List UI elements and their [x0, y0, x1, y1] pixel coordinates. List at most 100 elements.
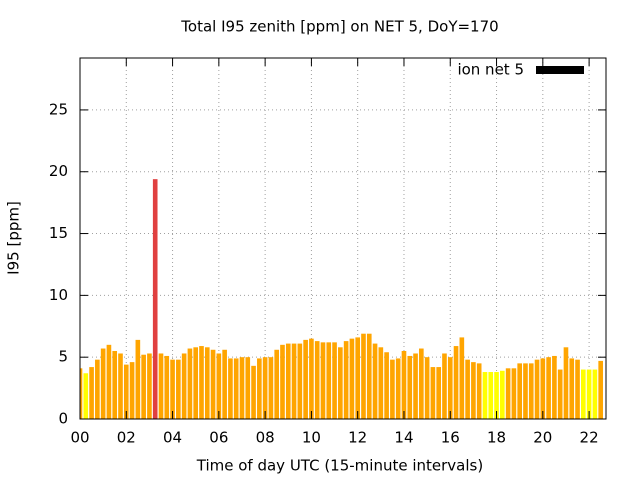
x-tick-label: 22 [580, 429, 599, 447]
bar [471, 362, 476, 419]
bar [251, 365, 256, 419]
bar [314, 341, 320, 419]
bar [407, 355, 413, 419]
bar [384, 352, 389, 419]
y-tick-label: 25 [49, 100, 68, 118]
bar [135, 339, 141, 419]
x-tick-label: 16 [441, 429, 460, 447]
bar [372, 343, 378, 419]
bar [147, 353, 152, 419]
legend-label: ion net 5 [457, 61, 524, 79]
bar [546, 357, 551, 419]
bar [447, 357, 453, 419]
bar [141, 354, 146, 419]
bar [349, 338, 355, 419]
bar [557, 369, 563, 419]
bar [505, 368, 511, 419]
y-tick-label: 20 [49, 162, 68, 180]
y-tick-label: 0 [58, 410, 68, 428]
bar [378, 347, 384, 419]
bar [424, 357, 430, 419]
bar [199, 346, 204, 419]
bar [500, 370, 505, 419]
bar [482, 372, 488, 419]
bar [187, 348, 193, 419]
bar [181, 353, 187, 419]
bar [476, 363, 482, 419]
bar [436, 367, 442, 419]
bar [123, 364, 129, 419]
legend-swatch [536, 66, 584, 74]
bar [239, 357, 245, 419]
bar [291, 343, 297, 419]
bar [419, 348, 424, 419]
x-tick-label: 10 [302, 429, 321, 447]
bar [204, 347, 210, 419]
bar [563, 347, 569, 419]
bar [216, 353, 222, 419]
bar [517, 363, 522, 419]
x-axis-label: Time of day UTC (15-minute intervals) [196, 457, 483, 475]
bar [413, 353, 418, 419]
bar [118, 353, 123, 419]
bar [534, 359, 540, 419]
bar [152, 179, 158, 419]
x-tick-label: 04 [163, 429, 182, 447]
bar [95, 359, 100, 419]
chart-title: Total I95 zenith [ppm] on NET 5, DoY=170 [180, 18, 498, 36]
y-tick-label: 5 [58, 348, 68, 366]
bar [193, 347, 199, 419]
bars [80, 179, 603, 419]
bar [488, 372, 494, 419]
bar [366, 333, 372, 419]
bar [80, 368, 83, 419]
bar [332, 342, 337, 419]
x-tick-label: 06 [209, 429, 228, 447]
x-tick-label: 18 [487, 429, 506, 447]
bar [303, 339, 308, 419]
bar [395, 358, 401, 419]
bar [528, 363, 534, 419]
bar [552, 355, 557, 419]
bar [176, 359, 181, 419]
bar [326, 342, 332, 419]
bar [222, 349, 227, 419]
bar [575, 359, 580, 419]
bar [361, 333, 366, 419]
bar [390, 359, 395, 419]
x-tick-label: 08 [256, 429, 275, 447]
bar [586, 369, 592, 419]
bar [129, 362, 135, 419]
bar [453, 346, 459, 419]
bar [164, 355, 170, 419]
bar [210, 349, 216, 419]
bar [540, 358, 546, 419]
bar [83, 373, 89, 419]
bar [430, 367, 436, 419]
bar [320, 342, 326, 419]
x-tick-label: 14 [394, 429, 413, 447]
bar [112, 351, 118, 419]
bar [401, 351, 407, 419]
bar [442, 353, 447, 419]
bar [285, 343, 291, 419]
y-tick-label: 10 [49, 286, 68, 304]
bar [465, 359, 470, 419]
bar [343, 341, 349, 419]
bar [100, 348, 106, 419]
bar [459, 337, 465, 419]
bar [511, 368, 517, 419]
bar [158, 353, 164, 419]
bar [598, 360, 603, 419]
x-tick-label: 02 [117, 429, 136, 447]
bar [569, 358, 575, 419]
axes: 0 5 10 15 20 25 00 02 04 06 08 10 12 14 16 18 20 22 ion ne… [49, 57, 607, 447]
bar [592, 369, 598, 419]
bar [228, 358, 233, 419]
x-tick-label: 20 [533, 429, 552, 447]
bar [355, 337, 361, 419]
bar [309, 338, 314, 419]
bar [268, 357, 274, 419]
plot-frame [79, 57, 607, 420]
